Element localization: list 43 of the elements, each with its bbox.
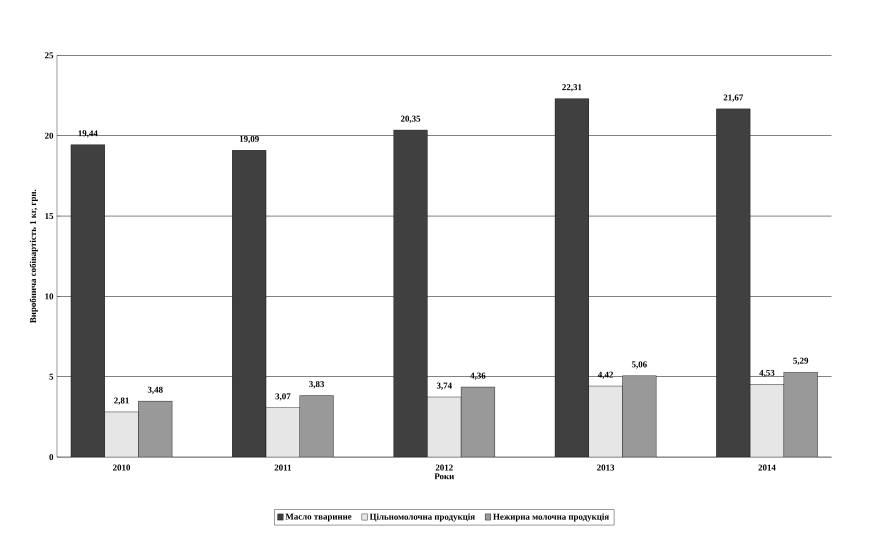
x-tick-label: 2014 <box>758 464 776 470</box>
data-label: 3,74 <box>436 382 452 390</box>
bar <box>232 150 266 457</box>
data-label: 22,31 <box>562 84 582 92</box>
data-label: 3,07 <box>275 393 290 400</box>
legend-label: Нежирна молочна продукція <box>493 513 609 522</box>
data-label: 5,29 <box>793 357 808 365</box>
bar <box>300 395 334 457</box>
bar <box>427 396 462 457</box>
data-label: 3,48 <box>148 386 163 394</box>
x-tick-label: 2011 <box>274 464 292 470</box>
bar <box>554 98 589 457</box>
bar <box>138 400 172 457</box>
bar <box>750 384 784 457</box>
bar <box>622 375 656 457</box>
bar <box>104 412 139 457</box>
y-tick-label: 10 <box>45 293 54 300</box>
bar <box>266 407 300 457</box>
x-tick-label: 2010 <box>113 464 130 470</box>
x-tick-label: 2012 <box>436 464 453 470</box>
y-tick-label: 5 <box>49 374 54 380</box>
y-tick-label: 20 <box>44 132 54 139</box>
x-axis-title: Роки <box>434 473 454 480</box>
data-label: 4,53 <box>759 370 774 377</box>
y-tick-label: 15 <box>45 212 54 219</box>
y-tick-label: 25 <box>44 52 54 58</box>
data-label: 21,67 <box>724 94 744 102</box>
legend-label: Цільномолочна продукція <box>370 513 475 522</box>
bar <box>716 108 750 457</box>
bar <box>588 386 623 457</box>
data-label: 19,09 <box>240 136 259 143</box>
bar <box>393 130 428 457</box>
y-tick-label: 0 <box>49 454 54 460</box>
bar <box>70 144 105 457</box>
legend-label: Масло тваринне <box>286 513 352 522</box>
data-label: 5,06 <box>632 361 647 368</box>
bar <box>460 386 496 457</box>
data-label: 3,83 <box>309 380 324 388</box>
x-tick-label: 2013 <box>597 464 614 470</box>
y-axis-title: Виробнича собівартість 1 кг, грн. <box>30 190 38 323</box>
data-label: 2,81 <box>114 397 129 405</box>
data-label: 20,35 <box>400 115 420 123</box>
bar <box>784 372 818 457</box>
